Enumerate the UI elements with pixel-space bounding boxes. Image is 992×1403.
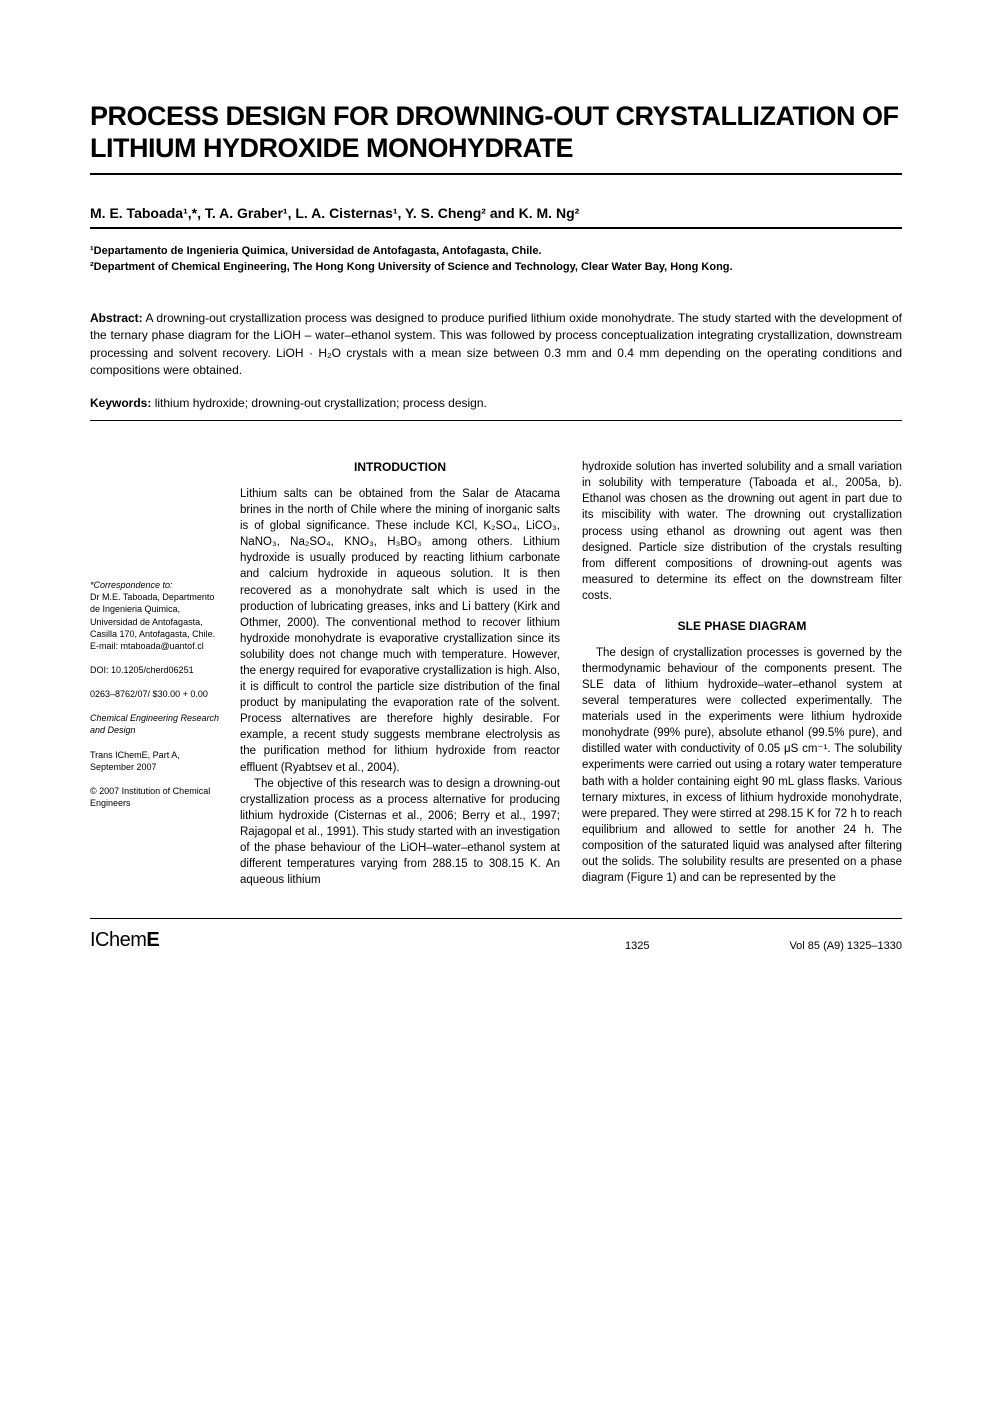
footer-logo: IChemE bbox=[90, 929, 159, 952]
abstract-section: Abstract: A drowning-out crystallization… bbox=[90, 310, 902, 380]
sidebar: *Correspondence to: Dr M.E. Taboada, Dep… bbox=[90, 459, 220, 888]
footer-logo-suffix: E bbox=[146, 929, 159, 951]
sidebar-journal: Chemical Engineering Research and Design bbox=[90, 712, 220, 736]
footer-text: 1325 Vol 85 (A9) 1325–1330 bbox=[625, 940, 902, 952]
column-right: hydroxide solution has inverted solubili… bbox=[582, 459, 902, 888]
sle-paragraph-1: The design of crystallization processes … bbox=[582, 645, 902, 886]
body-columns: INTRODUCTION Lithium salts can be obtain… bbox=[240, 459, 902, 888]
sle-heading: SLE PHASE DIAGRAM bbox=[582, 618, 902, 635]
title-section: PROCESS DESIGN FOR DROWNING-OUT CRYSTALL… bbox=[90, 100, 902, 175]
correspondence-email: E-mail: mtaboada@uantof.cl bbox=[90, 641, 204, 651]
sidebar-correspondence: *Correspondence to: Dr M.E. Taboada, Dep… bbox=[90, 579, 220, 652]
page-footer: IChemE 1325 Vol 85 (A9) 1325–1330 bbox=[90, 918, 902, 952]
keywords-label: Keywords: bbox=[90, 396, 151, 410]
keywords-text: lithium hydroxide; drowning-out crystall… bbox=[151, 396, 487, 410]
column-left: INTRODUCTION Lithium salts can be obtain… bbox=[240, 459, 560, 888]
footer-page: 1325 bbox=[625, 940, 649, 952]
intro-paragraph-2: The objective of this research was to de… bbox=[240, 776, 560, 889]
correspondence-text: Dr M.E. Taboada, Departmento de Ingenier… bbox=[90, 592, 215, 638]
footer-logo-prefix: IChem bbox=[90, 929, 146, 951]
abstract-text: A drowning-out crystallization process w… bbox=[90, 311, 902, 377]
col2-paragraph-1: hydroxide solution has inverted solubili… bbox=[582, 459, 902, 604]
affiliation-2: ²Department of Chemical Engineering, The… bbox=[90, 259, 902, 276]
sidebar-doi: DOI: 10.1205/cherd06251 bbox=[90, 664, 220, 676]
article-title: PROCESS DESIGN FOR DROWNING-OUT CRYSTALL… bbox=[90, 100, 902, 165]
sidebar-copyright: © 2007 Institution of Chemical Engineers bbox=[90, 785, 220, 809]
abstract-label: Abstract: bbox=[90, 311, 143, 325]
sidebar-trans: Trans IChemE, Part A, September 2007 bbox=[90, 749, 220, 773]
correspondence-label: *Correspondence to: bbox=[90, 580, 173, 590]
intro-paragraph-1: Lithium salts can be obtained from the S… bbox=[240, 486, 560, 776]
affiliations: ¹Departamento de Ingenieria Quimica, Uni… bbox=[90, 243, 902, 276]
affiliation-1: ¹Departamento de Ingenieria Quimica, Uni… bbox=[90, 243, 902, 260]
main-content: *Correspondence to: Dr M.E. Taboada, Dep… bbox=[90, 459, 902, 888]
sidebar-issn: 0263–8762/07/ $30.00 + 0.00 bbox=[90, 688, 220, 700]
footer-volume: Vol 85 (A9) 1325–1330 bbox=[789, 940, 902, 952]
introduction-heading: INTRODUCTION bbox=[240, 459, 560, 476]
authors-line: M. E. Taboada¹,*, T. A. Graber¹, L. A. C… bbox=[90, 205, 902, 229]
keywords-section: Keywords: lithium hydroxide; drowning-ou… bbox=[90, 395, 902, 421]
